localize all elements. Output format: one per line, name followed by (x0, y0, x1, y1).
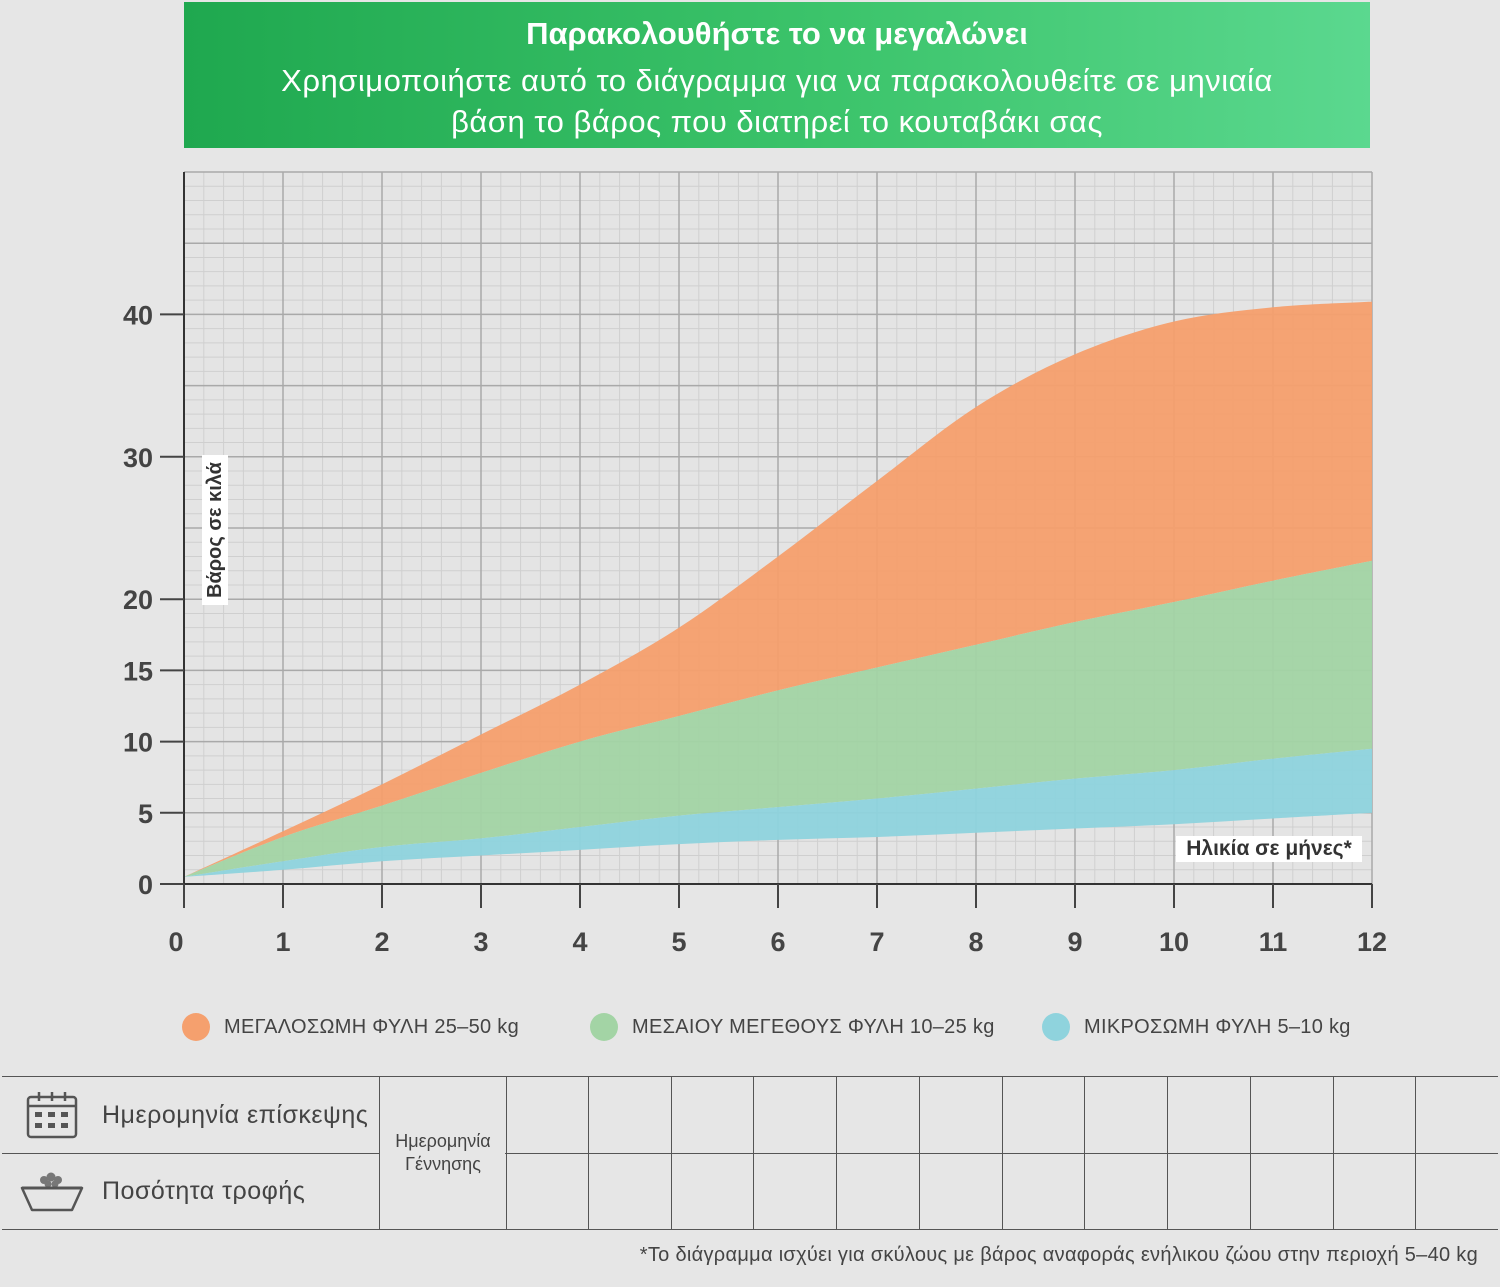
y-tick-label: 15 (123, 656, 153, 686)
x-tick-label: 12 (1357, 927, 1387, 957)
table-column-divider (670, 1077, 672, 1229)
page-subtitle: Χρησιμοποιήστε αυτό το διάγραμμα για να … (224, 60, 1330, 142)
band-small-breed (184, 748, 1372, 877)
legend-swatch-large (182, 1013, 210, 1041)
table-row-divider-left (2, 1153, 379, 1154)
food-bowl-icon (16, 1161, 88, 1221)
x-tick-label: 11 (1259, 927, 1288, 957)
table-column-divider (1332, 1077, 1334, 1229)
x-tick-label: 3 (473, 927, 488, 957)
y-axis-label-box (202, 455, 228, 605)
birth-date-cell: Ημερομηνία Γέννησης (379, 1077, 507, 1229)
row-food-amount-label: Ποσότητα τροφής (102, 1176, 306, 1205)
subtitle-line-2: βάση το βάρος που διατηρεί το κουταβάκι … (451, 104, 1103, 139)
table-column-divider (1001, 1077, 1003, 1229)
y-tick-label: 30 (123, 443, 153, 473)
table-column-divider (753, 1077, 755, 1229)
band-large-breed (184, 301, 1372, 877)
legend: ΜΕΓΑΛΟΣΩΜΗ ΦΥΛΗ 25–50 kg ΜΕΣΑΙΟΥ ΜΕΓΕΘΟΥ… (0, 1010, 1500, 1044)
table-column-divider (836, 1077, 837, 1229)
x-tick-label: 10 (1159, 927, 1189, 957)
x-tick-label: 7 (869, 927, 884, 957)
legend-swatch-small (1042, 1013, 1070, 1041)
x-tick-label: 1 (275, 927, 290, 957)
header-banner: Παρακολουθήστε το να μεγαλώνει Χρησιμοπο… (184, 2, 1370, 148)
x-tick-label: 9 (1067, 927, 1082, 957)
table-column-divider (918, 1077, 920, 1229)
x-tick-label: 6 (770, 927, 785, 957)
x-tick-label: 2 (374, 927, 389, 957)
birth-date-line-2: Γέννησης (405, 1154, 481, 1174)
x-tick-label: 5 (671, 927, 686, 957)
x-tick-label: 4 (572, 927, 587, 957)
row-visit-date-header: Ημερομηνία επίσκεψης (2, 1077, 378, 1153)
table-column-divider (1249, 1077, 1251, 1229)
x-tick-label: 0 (168, 927, 183, 957)
calendar-icon (16, 1085, 88, 1145)
table-column-divider (1084, 1077, 1086, 1229)
legend-item-large: ΜΕΓΑΛΟΣΩΜΗ ΦΥΛΗ 25–50 kg (182, 1010, 519, 1044)
y-tick-label: 20 (123, 585, 153, 615)
legend-swatch-medium (590, 1013, 618, 1041)
y-tick-label: 5 (138, 799, 153, 829)
table-column-divider (587, 1077, 589, 1229)
band-medium-breed (184, 560, 1372, 877)
x-tick-label: 8 (968, 927, 983, 957)
page-title: Παρακολουθήστε το να μεγαλώνει (526, 16, 1028, 51)
table-column-divider (1415, 1077, 1417, 1229)
y-tick-label: 40 (123, 300, 153, 330)
tracking-table: Ημερομηνία επίσκεψης Ποσότητα τροφής Ημε… (2, 1076, 1498, 1230)
y-tick-label: 10 (123, 728, 153, 758)
x-axis-label: Ηλικία σε μήνες* (1176, 836, 1362, 862)
table-column-divider (1167, 1077, 1168, 1229)
row-food-amount-header: Ποσότητα τροφής (2, 1153, 378, 1229)
legend-item-small: ΜΙΚΡΟΣΩΜΗ ΦΥΛΗ 5–10 kg (1042, 1010, 1351, 1044)
footnote: *Το διάγραμμα ισχύει για σκύλους με βάρο… (639, 1244, 1478, 1266)
birth-date-line-1: Ημερομηνία (395, 1131, 491, 1151)
row-visit-date-label: Ημερομηνία επίσκεψης (102, 1100, 369, 1129)
y-tick-label: 0 (138, 870, 153, 900)
legend-item-medium: ΜΕΣΑΙΟΥ ΜΕΓΕΘΟΥΣ ΦΥΛΗ 10–25 kg (590, 1010, 995, 1044)
legend-label-small: ΜΙΚΡΟΣΩΜΗ ΦΥΛΗ 5–10 kg (1084, 1015, 1351, 1038)
subtitle-line-1: Χρησιμοποιήστε αυτό το διάγραμμα για να … (281, 63, 1273, 98)
y-axis-label: Βάρος σε κιλά (204, 462, 226, 598)
legend-label-medium: ΜΕΣΑΙΟΥ ΜΕΓΕΘΟΥΣ ΦΥΛΗ 10–25 kg (632, 1015, 995, 1038)
legend-label-large: ΜΕΓΑΛΟΣΩΜΗ ΦΥΛΗ 25–50 kg (224, 1015, 520, 1038)
